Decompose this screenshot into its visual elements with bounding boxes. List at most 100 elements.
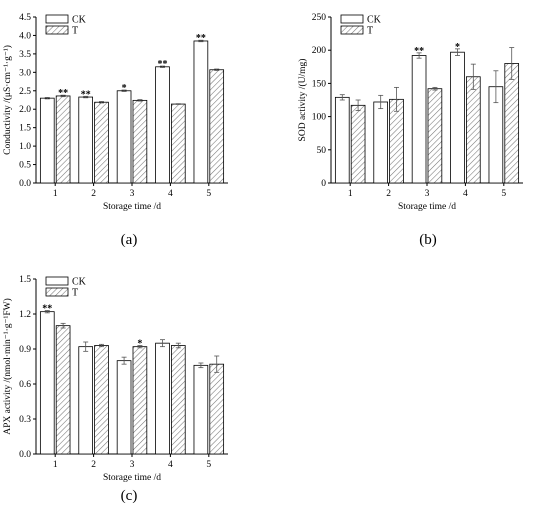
bar-t-2 xyxy=(94,345,109,455)
y-axis-title: Conductivity /(μS·cm⁻¹·g⁻¹) xyxy=(2,45,13,155)
bar-ck-1 xyxy=(39,97,55,184)
bar-t-3 xyxy=(427,88,443,184)
bar-ck-5 xyxy=(193,40,209,184)
y-tick-label: 200 xyxy=(312,46,327,56)
x-tick-label: 1 xyxy=(53,460,58,470)
x-tick-label: 5 xyxy=(501,189,506,199)
bar-ck-4 xyxy=(155,342,170,455)
y-tick-label: 50 xyxy=(317,146,327,156)
y-tick-label: 0 xyxy=(321,179,326,189)
bar-t-4 xyxy=(170,103,186,184)
y-tick-label: 2.0 xyxy=(19,105,31,115)
x-tick-label: 3 xyxy=(425,189,430,199)
legend-swatch-ck xyxy=(340,14,364,24)
legend-swatch-t xyxy=(45,25,69,35)
bar-t-2 xyxy=(389,98,404,184)
x-tick-label: 2 xyxy=(386,189,391,199)
x-axis-title: Storage time /d xyxy=(398,202,456,212)
y-tick-label: 0.3 xyxy=(19,415,31,425)
x-tick-label: 4 xyxy=(463,189,468,199)
x-tick-label: 4 xyxy=(168,189,173,199)
legend-swatch-ck xyxy=(45,14,69,24)
y-tick-label: 0.6 xyxy=(19,380,31,390)
y-tick-label: 1.5 xyxy=(19,124,31,134)
bar-ck-1 xyxy=(39,311,55,455)
bar-t-3 xyxy=(132,346,148,455)
bar-ck-2 xyxy=(78,96,94,184)
bar-t-5 xyxy=(209,363,225,455)
panel-label: (b) xyxy=(419,232,437,248)
significance-marker: ** xyxy=(414,46,424,57)
bar-t-5 xyxy=(209,69,225,184)
bar-t-1 xyxy=(55,95,71,184)
chart-panel-3: 0.0 0.3 0.6 0.9 1.2 1.5 APX activity /(nmol·mi… xyxy=(2,275,228,504)
chart-panel-1: 0.0 0.5 1.0 1.5 2.0 2.5 3.0 3.5 4.0 4.5 Conductivi… xyxy=(2,13,228,248)
y-tick-label: 0.5 xyxy=(19,161,31,171)
x-tick-label: 5 xyxy=(206,189,211,199)
y-axis-title: APX activity /(nmol·min⁻¹·g⁻¹FW) xyxy=(2,298,13,435)
significance-marker: ** xyxy=(157,59,167,70)
bar-ck-3 xyxy=(116,90,132,184)
bar-ck-3 xyxy=(116,360,132,455)
y-tick-label: 4.0 xyxy=(19,31,31,41)
legend-label-ck: CK xyxy=(367,15,382,26)
x-tick-label: 3 xyxy=(130,460,135,470)
bar-ck-2 xyxy=(78,346,94,455)
x-axis-title: Storage time /d xyxy=(103,202,161,212)
significance-marker: * xyxy=(122,83,127,94)
bar-ck-4 xyxy=(155,66,170,184)
x-tick-label: 4 xyxy=(168,460,173,470)
bar-t-5 xyxy=(504,63,520,184)
bar-t-2 xyxy=(94,101,109,184)
y-tick-label: 1.5 xyxy=(19,275,31,285)
x-tick-label: 1 xyxy=(348,189,353,199)
bar-t-4 xyxy=(170,345,186,455)
x-tick-label: 1 xyxy=(53,189,58,199)
significance-marker: ** xyxy=(58,88,68,99)
y-tick-label: 1.2 xyxy=(19,310,31,320)
significance-marker: ** xyxy=(81,89,91,100)
y-tick-label: 100 xyxy=(312,113,327,123)
bar-t-1 xyxy=(55,325,71,455)
bar-ck-3 xyxy=(411,55,427,184)
significance-marker: ** xyxy=(196,33,206,44)
x-tick-label: 2 xyxy=(91,189,96,199)
y-tick-label: 0.0 xyxy=(19,179,31,189)
legend-swatch-t xyxy=(340,25,364,35)
y-tick-label: 0.0 xyxy=(19,450,31,460)
x-axis-title: Storage time /d xyxy=(103,473,161,483)
y-tick-label: 150 xyxy=(312,79,327,89)
y-tick-label: 3.5 xyxy=(19,50,31,60)
legend-label-t: T xyxy=(72,26,78,37)
bar-ck-2 xyxy=(373,101,389,184)
y-tick-label: 3.0 xyxy=(19,68,31,78)
panel-label: (c) xyxy=(121,488,138,504)
panel-label: (a) xyxy=(121,232,138,248)
bar-t-1 xyxy=(350,104,366,184)
y-tick-label: 250 xyxy=(312,13,327,23)
x-tick-label: 3 xyxy=(130,189,135,199)
y-axis-title: SOD activity /(U/mg) xyxy=(297,59,308,142)
bar-ck-4 xyxy=(450,51,465,184)
y-tick-label: 1.0 xyxy=(19,142,31,152)
bar-t-3 xyxy=(132,99,148,184)
legend-label-t: T xyxy=(72,288,78,299)
y-tick-label: 4.5 xyxy=(19,13,31,23)
legend-swatch-ck xyxy=(45,276,69,286)
significance-marker: ** xyxy=(42,304,52,315)
significance-marker: * xyxy=(137,339,142,350)
legend-label-ck: CK xyxy=(72,277,87,288)
bar-ck-5 xyxy=(193,364,209,455)
x-tick-label: 2 xyxy=(91,460,96,470)
significance-marker: * xyxy=(455,42,460,53)
x-tick-label: 5 xyxy=(206,460,211,470)
y-tick-label: 0.9 xyxy=(19,345,31,355)
legend-swatch-t xyxy=(45,287,69,297)
bar-t-4 xyxy=(465,76,481,184)
legend-label-t: T xyxy=(367,26,373,37)
legend-label-ck: CK xyxy=(72,15,87,26)
y-tick-label: 2.5 xyxy=(19,87,31,97)
bar-ck-1 xyxy=(334,96,350,184)
